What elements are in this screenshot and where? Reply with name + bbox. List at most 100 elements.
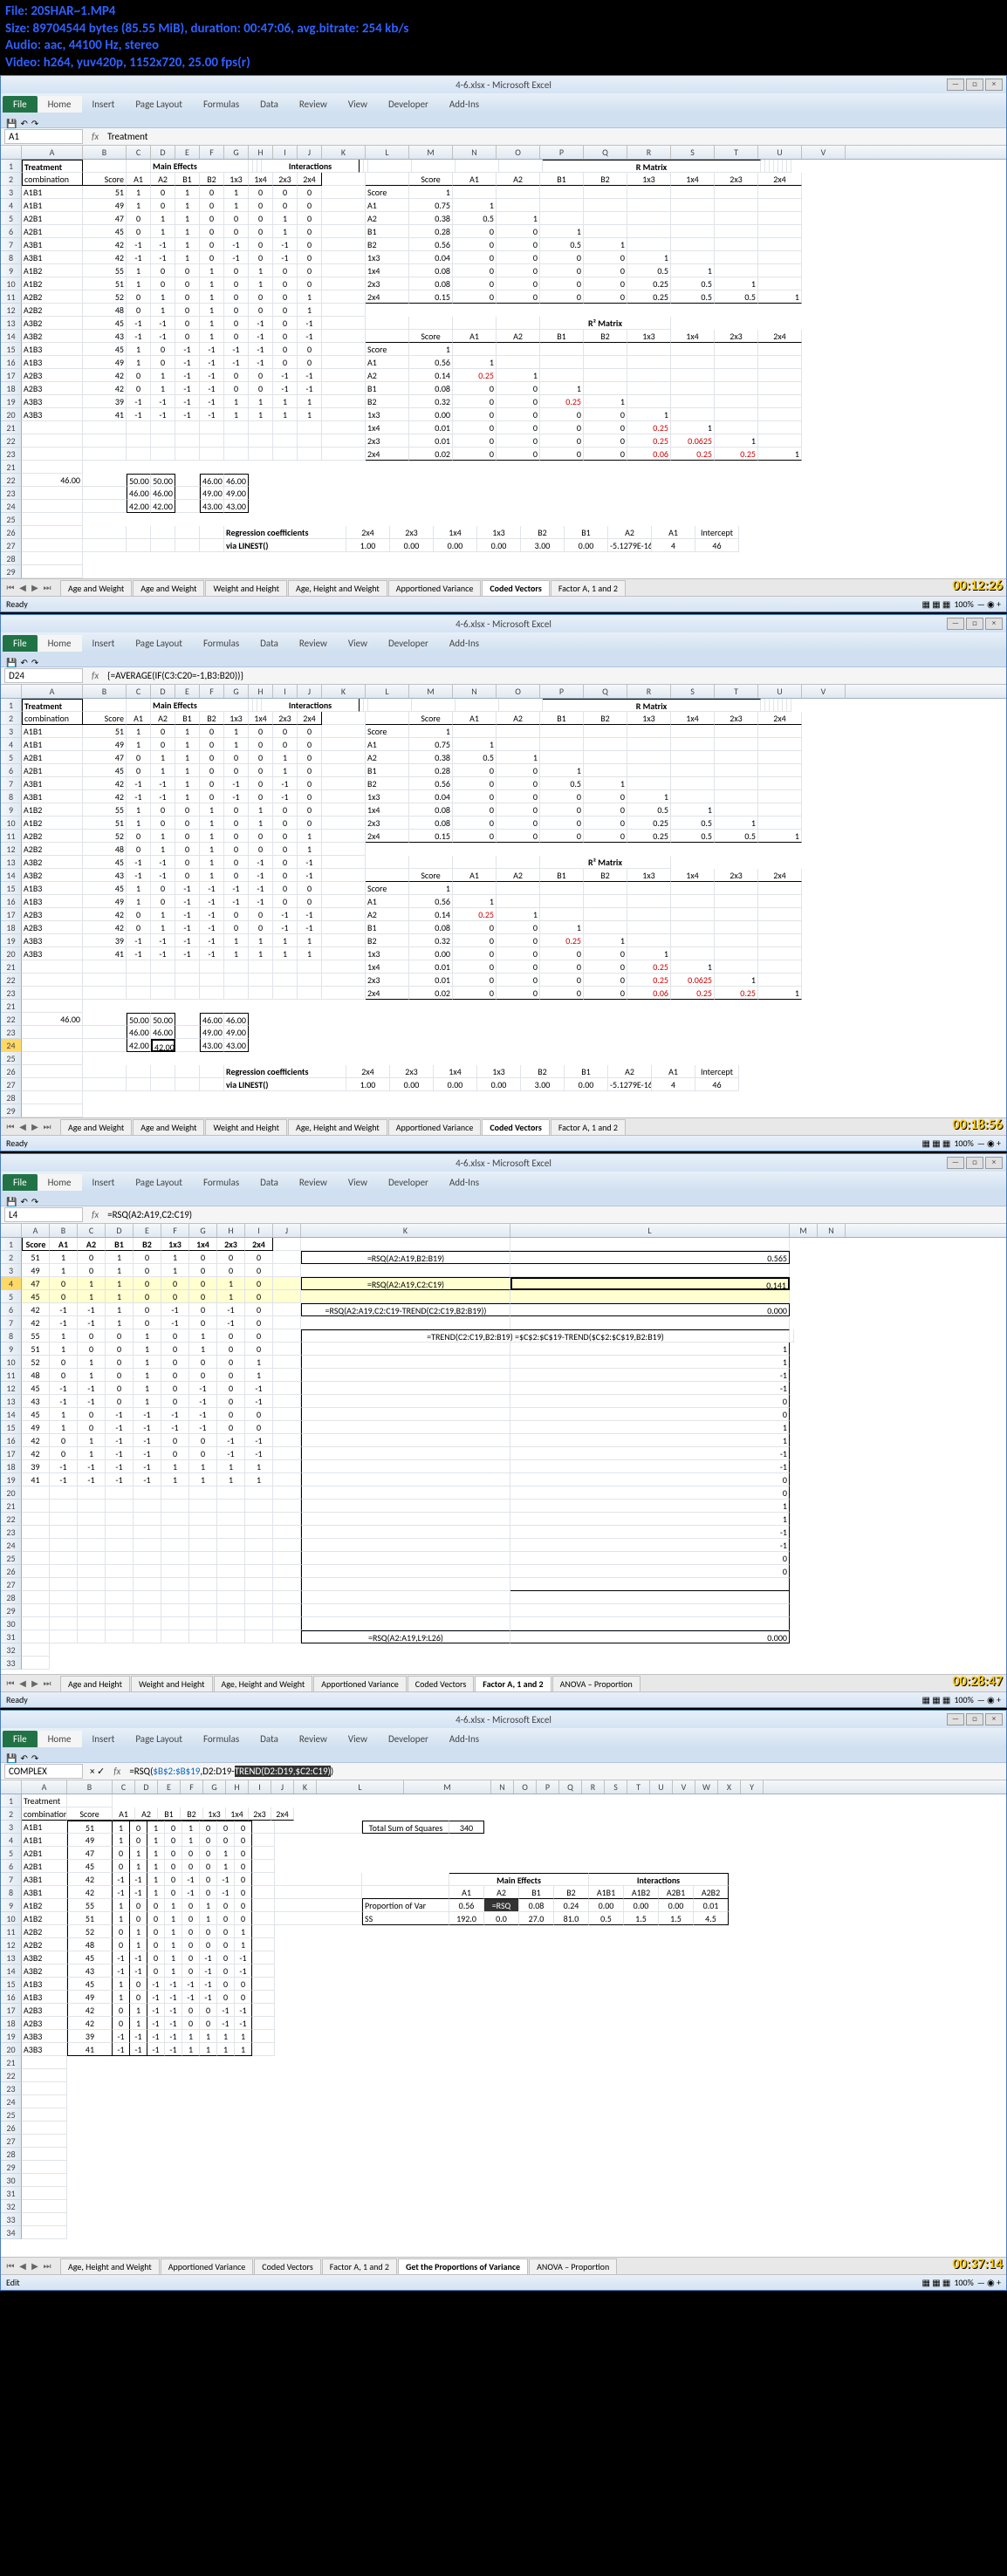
name-box[interactable]: L4 [4,1207,83,1222]
col-header-B[interactable]: B [83,146,127,159]
col-header-G[interactable]: G [224,146,249,159]
sheet-tab[interactable]: Coded Vectors [254,2258,320,2274]
col-header-O[interactable]: O [497,685,540,698]
ribbon-tab-view[interactable]: View [338,96,378,113]
ribbon-tab-formulas[interactable]: Formulas [193,1174,250,1191]
col-header-G[interactable]: G [224,685,249,698]
col-header-J[interactable]: J [273,1224,301,1237]
col-header-T[interactable]: T [627,1780,650,1794]
col-header-Q[interactable]: Q [584,685,627,698]
col-header-G[interactable]: G [189,1224,217,1237]
ribbon-tab-file[interactable]: File [3,96,38,113]
col-header-A[interactable]: A [22,1224,50,1237]
ribbon-tab-data[interactable]: Data [250,635,289,652]
col-header-G[interactable]: G [203,1780,226,1794]
ribbon-tab-view[interactable]: View [338,1731,378,1747]
ribbon-tab-home[interactable]: Home [38,635,82,652]
col-header-K[interactable]: K [322,146,366,159]
ribbon-tab-developer[interactable]: Developer [378,635,439,652]
close-button[interactable]: × [985,79,1003,91]
ribbon-tab-data[interactable]: Data [250,1174,289,1191]
grid-area[interactable]: 1TreatmentMain EffectsInteractionsR Matr… [1,699,1006,1117]
col-header-M[interactable]: M [409,146,453,159]
fx-icon[interactable]: fx [86,670,104,681]
col-header-N[interactable]: N [491,1780,514,1794]
col-header-J[interactable]: J [298,685,322,698]
fx-icon[interactable]: fx [86,131,104,142]
sheet-tab[interactable]: Age and Height [60,1676,130,1691]
title-bar[interactable]: 4-6.xlsx - Microsoft Excel —□× [1,1154,1006,1172]
ribbon-tab-developer[interactable]: Developer [378,96,439,113]
col-header-S[interactable]: S [605,1780,627,1794]
col-header-P[interactable]: P [537,1780,559,1794]
col-header-I[interactable]: I [273,146,298,159]
ribbon-tab-formulas[interactable]: Formulas [193,96,250,113]
col-header-O[interactable]: O [514,1780,537,1794]
col-header-L[interactable]: L [317,1780,404,1794]
ribbon-tab-insert[interactable]: Insert [82,1731,126,1747]
col-header-T[interactable]: T [715,685,758,698]
sheet-tab[interactable]: Factor A, 1 and 2 [322,2258,397,2274]
col-header-A[interactable]: A [22,146,83,159]
formula-input[interactable]: Treatment [104,130,1006,143]
col-header-D[interactable]: D [135,1780,158,1794]
sheet-tab[interactable]: Coded Vectors [482,1119,549,1135]
col-header-X[interactable]: X [718,1780,741,1794]
sheet-tab[interactable]: Factor A, 1 and 2 [475,1676,551,1691]
sheet-tab[interactable]: Age, Height and Weight [214,1676,313,1691]
sheet-tab[interactable]: Weight and Height [131,1676,213,1691]
ribbon-tab-file[interactable]: File [3,635,38,652]
col-header-H[interactable]: H [226,1780,249,1794]
name-box[interactable]: A1 [4,129,83,144]
col-header-E[interactable]: E [158,1780,181,1794]
ribbon-tab-insert[interactable]: Insert [82,96,126,113]
ribbon-tab-view[interactable]: View [338,1174,378,1191]
col-header-V[interactable]: V [673,1780,695,1794]
sheet-tab[interactable]: Age, Height and Weight [288,1119,387,1135]
sheet-tab[interactable]: Factor A, 1 and 2 [551,580,626,596]
col-header-E[interactable]: E [175,146,200,159]
ribbon-tab-review[interactable]: Review [289,635,338,652]
ribbon-tab-page-layout[interactable]: Page Layout [125,1731,193,1747]
col-header-H[interactable]: H [217,1224,245,1237]
col-header-U[interactable]: U [650,1780,673,1794]
col-header-H[interactable]: H [249,685,273,698]
col-header-H[interactable]: H [249,146,273,159]
col-header-C[interactable]: C [127,146,151,159]
ribbon-tab-view[interactable]: View [338,635,378,652]
ribbon-tab-insert[interactable]: Insert [82,635,126,652]
col-header-E[interactable]: E [175,685,200,698]
ribbon-tab-home[interactable]: Home [38,96,82,113]
col-header-C[interactable]: C [113,1780,135,1794]
ribbon-tab-review[interactable]: Review [289,96,338,113]
col-header-Q[interactable]: Q [559,1780,582,1794]
ribbon-tab-add-ins[interactable]: Add-Ins [439,1731,490,1747]
col-header-T[interactable]: T [715,146,758,159]
sheet-tab[interactable]: Factor A, 1 and 2 [551,1119,626,1135]
sheet-tab[interactable]: Weight and Height [205,1119,287,1135]
ribbon-tab-add-ins[interactable]: Add-Ins [439,635,490,652]
sheet-tab[interactable]: Age and Weight [60,580,132,596]
sheet-nav[interactable]: ⏮◀▶⏭ [4,582,53,593]
col-header-F[interactable]: F [181,1780,203,1794]
ribbon-tab-page-layout[interactable]: Page Layout [125,635,193,652]
title-bar[interactable]: 4-6.xlsx - Microsoft Excel —□× [1,1711,1006,1728]
col-header-I[interactable]: I [273,685,298,698]
sheet-tab[interactable]: Age and Weight [133,580,204,596]
ribbon-tab-developer[interactable]: Developer [378,1174,439,1191]
col-header-D[interactable]: D [151,685,175,698]
ribbon-tab-home[interactable]: Home [38,1174,82,1191]
sheet-tab[interactable]: Apportioned Variance [388,1119,482,1135]
col-header-R[interactable]: R [627,685,671,698]
col-header-P[interactable]: P [540,146,584,159]
col-header-N[interactable]: N [818,1224,846,1237]
sheet-tab[interactable]: Apportioned Variance [161,2258,254,2274]
col-header-B[interactable]: B [83,685,127,698]
col-header-B[interactable]: B [67,1780,113,1794]
col-header-J[interactable]: J [298,146,322,159]
col-header-K[interactable]: K [294,1780,317,1794]
formula-input[interactable]: =RSQ(A2:A19,C2:C19) [104,1208,1006,1221]
col-header-C[interactable]: C [127,685,151,698]
sheet-tab[interactable]: Age and Weight [60,1119,132,1135]
sheet-tab[interactable]: Coded Vectors [482,580,549,596]
